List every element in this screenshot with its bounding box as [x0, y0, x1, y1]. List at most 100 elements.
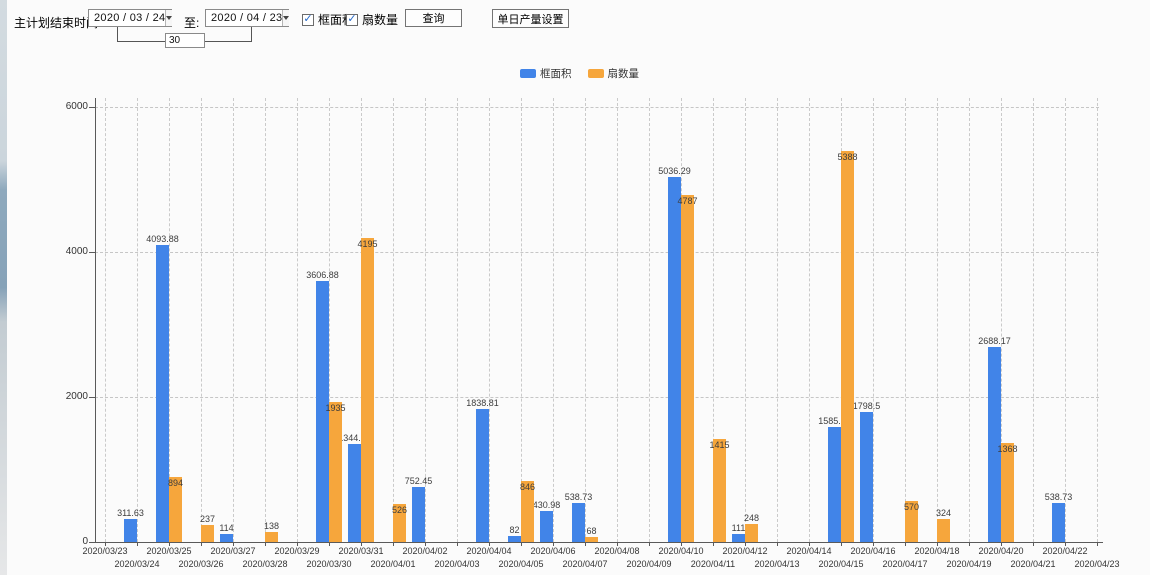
- bar-value-label: 138: [263, 520, 280, 531]
- x-axis-tick: [361, 542, 362, 546]
- bar-value-label: 5388: [837, 152, 858, 163]
- x-axis-tick: [617, 542, 618, 546]
- bar-sash-count: [521, 480, 534, 542]
- frame-area-checkbox[interactable]: ✓: [302, 13, 314, 26]
- x-axis-label: 2020/04/15: [818, 559, 864, 569]
- gridline-vertical: [1065, 98, 1066, 542]
- gridline-vertical: [649, 98, 650, 542]
- gridline-vertical: [393, 98, 394, 542]
- x-axis-label: 2020/03/23: [82, 546, 128, 556]
- x-axis-label: 2020/04/14: [786, 546, 832, 556]
- gridline-vertical: [489, 98, 490, 542]
- x-axis-label: 2020/03/27: [210, 546, 256, 556]
- gridline-vertical: [1033, 98, 1034, 542]
- gridline-vertical: [1097, 98, 1098, 542]
- daily-output-settings-button[interactable]: 单日产量设置: [492, 9, 569, 28]
- bar-value-label: 538.73: [1044, 491, 1073, 502]
- bar-frame-area: [572, 502, 585, 542]
- frame-area-checkbox-group: ✓ 框面积: [302, 11, 354, 28]
- connector-line: [117, 27, 118, 42]
- gridline-vertical: [425, 98, 426, 542]
- gridline-vertical: [297, 98, 298, 542]
- bar-sash-count: [361, 237, 374, 542]
- x-axis-tick: [585, 542, 586, 546]
- bar-value-label: 570: [903, 501, 920, 512]
- x-axis-line: [95, 542, 1103, 543]
- gridline-vertical: [617, 98, 618, 542]
- start-date-picker[interactable]: 2020 / 03 / 24: [88, 9, 173, 27]
- bar-sash-count: [905, 500, 918, 542]
- bar-value-label: 894: [167, 478, 184, 489]
- bar-value-label: 237: [199, 513, 216, 524]
- query-button[interactable]: 查询: [405, 9, 462, 27]
- gridline-horizontal: [95, 397, 1099, 398]
- window-left-edge: [0, 0, 7, 575]
- x-axis-tick: [233, 542, 234, 546]
- x-axis-tick: [105, 542, 106, 546]
- y-axis-label: 4000: [65, 246, 88, 257]
- bar-value-label: 2688.17: [978, 336, 1011, 347]
- x-axis-label: 2020/04/06: [530, 546, 576, 556]
- chevron-down-icon: [283, 16, 290, 20]
- x-axis-label: 2020/04/19: [946, 559, 992, 569]
- chart-legend: 框面积 扇数量: [520, 66, 639, 81]
- days-interval-input[interactable]: 30: [165, 33, 205, 48]
- end-date-dropdown-button[interactable]: [282, 10, 290, 26]
- x-axis-tick: [265, 542, 266, 546]
- gridline-vertical: [553, 98, 554, 542]
- legend-label: 框面积: [540, 68, 572, 80]
- x-axis-label: 2020/04/08: [594, 546, 640, 556]
- bar-value-label: 3606.88: [306, 269, 339, 280]
- x-axis-tick: [905, 542, 906, 546]
- end-date-picker[interactable]: 2020 / 04 / 23: [205, 9, 290, 27]
- x-axis-label: 2020/03/31: [338, 546, 384, 556]
- bar-value-label: 4093.88: [146, 234, 179, 245]
- x-axis-label: 2020/04/16: [850, 546, 896, 556]
- bar-value-label: 82: [509, 525, 520, 536]
- bar-frame-area: [316, 280, 329, 542]
- gridline-vertical: [745, 98, 746, 542]
- bar-value-label: 430.98: [532, 499, 561, 510]
- end-date-value: 2020 / 04 / 23: [211, 12, 283, 24]
- sash-count-checkbox[interactable]: ✓: [346, 13, 358, 26]
- start-date-dropdown-button[interactable]: [165, 10, 173, 26]
- gridline-vertical: [809, 98, 810, 542]
- bar-value-label: 4787: [677, 195, 698, 206]
- bar-value-label: 538.73: [564, 491, 593, 502]
- x-axis-tick: [297, 542, 298, 546]
- bar-frame-area: [156, 245, 169, 542]
- bar-frame-area: [860, 411, 873, 542]
- x-axis-label: 2020/04/03: [434, 559, 480, 569]
- bar-sash-count: [201, 524, 214, 542]
- bar-frame-area: [1052, 502, 1065, 542]
- gridline-vertical: [905, 98, 906, 542]
- y-axis-tick: [89, 252, 95, 253]
- x-axis-label: 2020/04/10: [658, 546, 704, 556]
- legend-label: 扇数量: [607, 68, 640, 80]
- x-axis-tick: [201, 542, 202, 546]
- x-axis-tick: [1033, 542, 1034, 546]
- x-axis-label: 2020/04/01: [370, 559, 416, 569]
- bar-value-label: 5036.29: [658, 165, 691, 176]
- frame-area-swatch-icon: [520, 69, 536, 78]
- y-axis-label: 6000: [65, 101, 88, 112]
- y-axis-label: 2000: [65, 391, 88, 402]
- chevron-down-icon: [166, 16, 173, 20]
- y-axis-tick: [89, 397, 95, 398]
- gridline-vertical: [137, 98, 138, 542]
- sash-count-checkbox-label: 扇数量: [362, 13, 399, 27]
- x-axis-label: 2020/04/20: [978, 546, 1024, 556]
- bar-sash-count: [265, 531, 278, 542]
- connector-line: [251, 27, 252, 42]
- x-axis-tick: [841, 542, 842, 546]
- x-axis-tick: [745, 542, 746, 546]
- x-axis-label: 2020/04/12: [722, 546, 768, 556]
- bar-sash-count: [937, 518, 950, 542]
- bar-frame-area: [988, 347, 1001, 542]
- bar-frame-area: [668, 176, 681, 542]
- gridline-vertical: [937, 98, 938, 542]
- x-axis-label: 2020/04/17: [882, 559, 928, 569]
- y-axis-label: 0: [82, 536, 88, 547]
- bar-value-label: 68: [586, 526, 597, 537]
- start-date-value: 2020 / 03 / 24: [94, 12, 166, 24]
